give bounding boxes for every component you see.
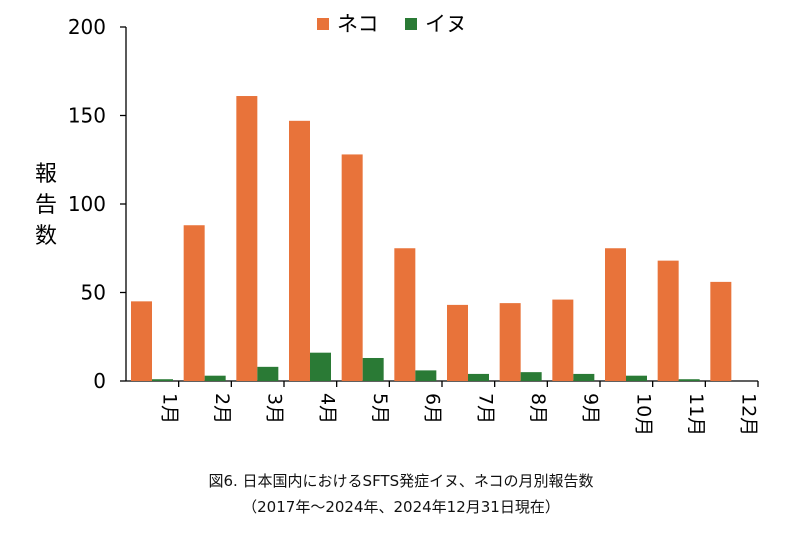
legend-label: ネコ: [337, 12, 379, 36]
bar-dog: [362, 357, 384, 381]
bar-dog: [257, 366, 279, 381]
bar-dog: [468, 373, 489, 381]
bar-cat: [289, 120, 310, 381]
x-tick-label: 12月: [738, 393, 760, 436]
bar-cat: [131, 301, 152, 381]
bar-cat: [183, 225, 205, 381]
y-axis-label-char: 数: [35, 224, 57, 249]
x-tick-label: 3月: [264, 393, 286, 424]
figure-caption-subtitle: （2017年〜2024年、2024年12月31日現在）: [242, 498, 560, 516]
y-tick-label: 200: [68, 15, 106, 39]
y-tick-label: 0: [93, 369, 106, 393]
y-tick-label: 50: [81, 281, 106, 305]
bar-dog: [626, 375, 647, 381]
x-tick-label: 6月: [422, 393, 444, 424]
bar-cat: [499, 303, 521, 381]
bar-cat: [657, 260, 679, 381]
y-axis-label-char: 報: [35, 162, 57, 187]
y-tick-label: 150: [68, 104, 106, 128]
bar-dog: [152, 379, 173, 381]
bar-dog: [573, 373, 595, 381]
y-axis-label-char: 告: [35, 193, 57, 218]
legend-label: イヌ: [425, 12, 467, 36]
bar-chart: 0 50 100 150 200 報告数 1月 2月 3月 4月 5月 6月 7月 8月 9月 10月 11月 1…: [35, 12, 760, 436]
bar-dog: [204, 375, 226, 381]
y-tick-label: 100: [68, 192, 106, 216]
bar-cat: [394, 248, 416, 381]
figure-caption-title: 図6. 日本国内におけるSFTS発症イヌ、ネコの月別報告数: [208, 472, 594, 490]
x-tick-label: 4月: [316, 393, 338, 424]
x-tick-label: 11月: [685, 393, 707, 436]
legend-swatch: [405, 18, 417, 30]
x-tick-label: 10月: [632, 393, 654, 436]
bar-dog: [678, 379, 700, 381]
x-tick-label: 1月: [158, 393, 180, 424]
bar-cat: [341, 154, 363, 381]
x-tick-label: 5月: [369, 393, 391, 424]
bar-dog: [520, 372, 542, 381]
bar-cat: [236, 96, 258, 381]
bar-cat: [447, 304, 468, 381]
legend-swatch: [317, 18, 329, 30]
bar-dog: [310, 352, 331, 381]
bar-cat: [552, 299, 574, 381]
bar-cat: [605, 248, 626, 381]
x-tick-label: 7月: [474, 393, 496, 424]
x-tick-label: 8月: [527, 393, 549, 424]
bar-cat: [710, 281, 732, 381]
x-tick-label: 9月: [580, 393, 602, 424]
bar-dog: [415, 370, 437, 381]
x-tick-label: 2月: [211, 393, 233, 424]
